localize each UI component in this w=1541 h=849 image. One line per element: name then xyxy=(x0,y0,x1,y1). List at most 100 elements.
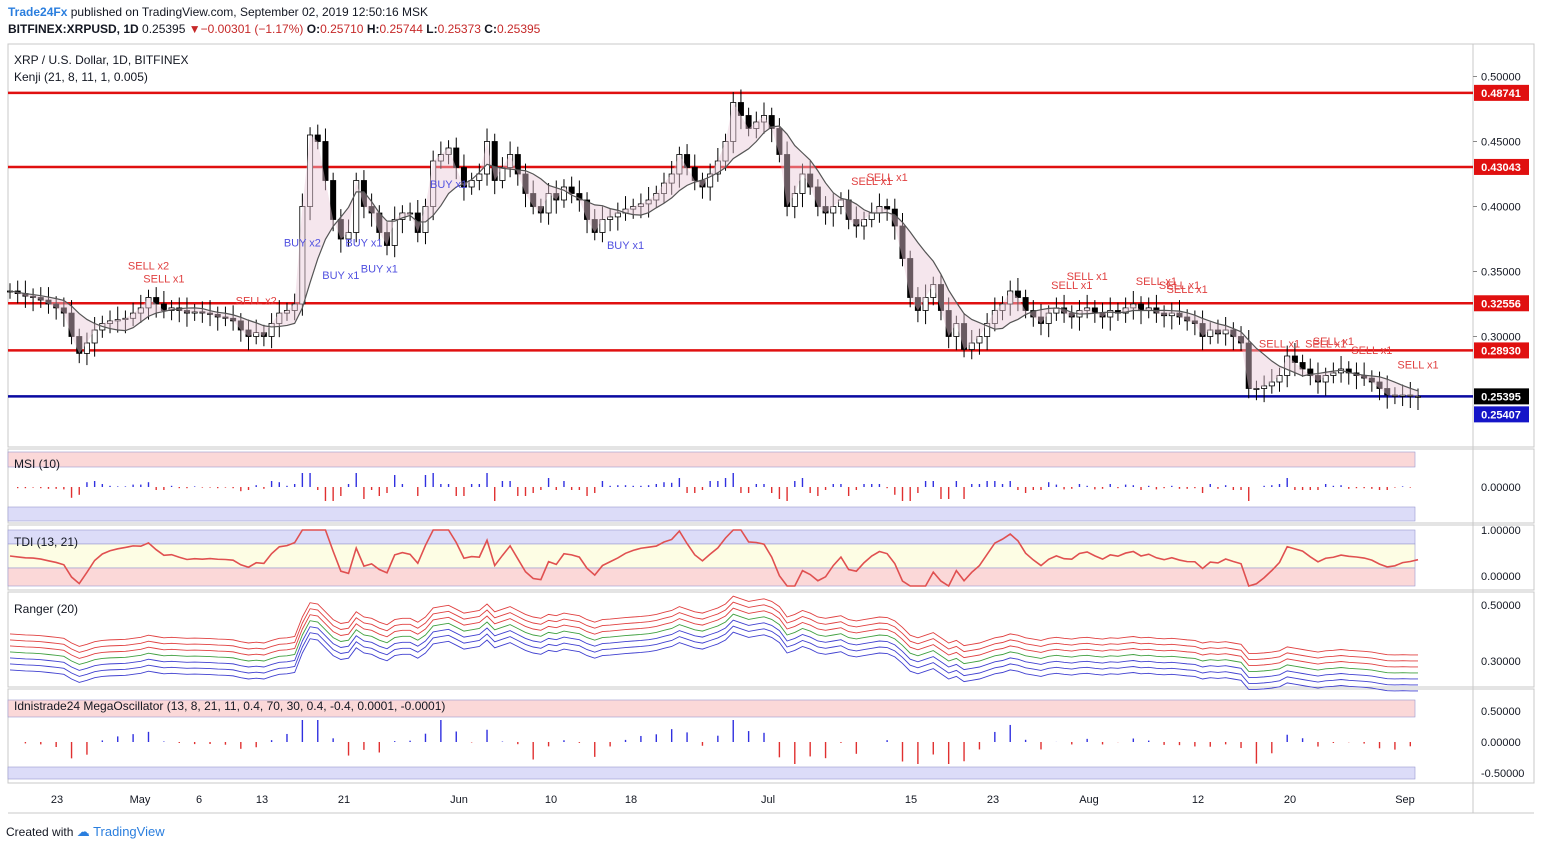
mega-top-band xyxy=(7,699,1416,718)
tradingview-link[interactable]: TradingView xyxy=(93,824,165,839)
sell-signal-label: SELL x1 xyxy=(1397,359,1438,371)
candle-body xyxy=(1222,329,1229,335)
candle-body xyxy=(1184,316,1191,322)
tradingview-logo-icon[interactable]: ☁ xyxy=(76,824,90,839)
candle-body xyxy=(1276,375,1283,383)
candle-body xyxy=(1230,329,1237,337)
candle-body xyxy=(1084,307,1091,311)
candle-body xyxy=(684,154,691,168)
ranger-band-line xyxy=(9,625,1418,686)
candle-body xyxy=(1199,323,1206,337)
price-tick-label: 0.50000 xyxy=(1481,72,1521,84)
sell-signal-label: SELL x1 xyxy=(1313,336,1354,348)
candle-body xyxy=(584,199,591,220)
pane-frame-main xyxy=(7,43,1535,448)
ranger-band-line xyxy=(9,619,1418,680)
candle-body xyxy=(484,141,491,175)
candle-body xyxy=(253,332,260,337)
level-price-tag xyxy=(1474,342,1529,359)
level-price-tag xyxy=(1474,84,1529,101)
candle-body xyxy=(191,311,198,314)
ranger-band-line xyxy=(9,595,1418,656)
candle-body xyxy=(237,320,244,331)
candle-body xyxy=(384,232,391,246)
mega-tick-label: 0.50000 xyxy=(1481,706,1521,718)
candle-body xyxy=(453,147,460,168)
candle-body xyxy=(1168,312,1175,317)
candle-body xyxy=(399,212,406,220)
buy-signal-label: BUY x1 xyxy=(345,238,382,250)
candle-body xyxy=(814,186,821,207)
tdi-tick-label: 1.00000 xyxy=(1481,525,1521,537)
candle-body xyxy=(1068,312,1075,318)
candle-body xyxy=(937,284,944,311)
candle-body xyxy=(1014,290,1021,298)
candle-body xyxy=(91,329,98,344)
candle-body xyxy=(299,206,306,305)
candle-body xyxy=(976,336,983,344)
candle-body xyxy=(1330,372,1337,376)
candle-body xyxy=(1161,312,1168,317)
time-axis-label: 20 xyxy=(1284,794,1296,806)
brand-name[interactable]: Trade24Fx xyxy=(8,5,68,19)
candle-body xyxy=(1176,312,1183,318)
candle-body xyxy=(114,319,121,322)
candle-body xyxy=(1022,297,1029,311)
candle-body xyxy=(791,193,798,207)
candle-body xyxy=(337,219,344,240)
sell-signal-label: SELL x2 xyxy=(128,261,169,273)
kenji-indicator-label: Kenji (21, 8, 11, 1, 0.005) xyxy=(14,70,148,84)
candle-body xyxy=(499,167,506,181)
current-price-label: 0.25395 xyxy=(1481,391,1521,403)
footer: Created with ☁ TradingView xyxy=(6,824,165,840)
candle-body xyxy=(930,284,937,298)
sell-signal-label: SELL x1 xyxy=(143,274,184,286)
pane-frame-mega xyxy=(7,688,1535,784)
sell-signal-label: SELL x1 xyxy=(1351,345,1392,357)
candle-body xyxy=(476,173,483,181)
candle-body xyxy=(53,303,60,309)
buy-signal-label: BUY x1 xyxy=(430,179,467,191)
candle-body xyxy=(907,258,914,298)
created-with-text: Created with xyxy=(6,825,74,839)
ranger-band-line xyxy=(9,631,1418,692)
candle-body xyxy=(76,336,83,354)
tdi-mid-band xyxy=(7,543,1416,569)
candle-body xyxy=(1191,320,1198,324)
candle-body xyxy=(345,232,352,240)
open-value: 0.25710 xyxy=(320,22,364,36)
candle-body xyxy=(30,295,37,298)
sell-signal-label: SELL x1 xyxy=(1159,280,1200,292)
candle-body xyxy=(322,141,329,181)
tdi-line xyxy=(9,529,1419,588)
candle-body xyxy=(107,320,114,324)
tdi-top-band xyxy=(7,529,1416,545)
candle-body xyxy=(330,180,337,220)
sell-signal-label: SELL x1 xyxy=(1067,271,1108,283)
candle-body xyxy=(37,297,44,301)
high-label: H: xyxy=(366,22,380,36)
candle-body xyxy=(560,186,567,201)
sell-signal-label: SELL x1 xyxy=(1051,280,1092,292)
candle-body xyxy=(1214,329,1221,335)
price-tick-label: 0.40000 xyxy=(1481,202,1521,214)
candle-body xyxy=(737,102,744,116)
candle-body xyxy=(468,180,475,188)
candle-body xyxy=(1037,316,1044,324)
mega-tick-label: -0.50000 xyxy=(1481,768,1524,780)
candle-body xyxy=(784,154,791,207)
candle-body xyxy=(276,312,283,324)
candle-body xyxy=(837,199,844,207)
candle-body xyxy=(953,323,960,337)
time-axis-label: Jun xyxy=(450,794,468,806)
sell-signal-label: SELL x1 xyxy=(851,176,892,188)
sell-signal-label: SELL x2 xyxy=(236,296,277,308)
candle-body xyxy=(214,313,221,318)
candle-body xyxy=(568,186,575,194)
candle-body xyxy=(407,212,414,215)
candle-body xyxy=(645,199,652,205)
msi-tick-label: 0.00000 xyxy=(1481,482,1521,494)
candle-body xyxy=(230,317,237,322)
candle-body xyxy=(291,303,298,311)
